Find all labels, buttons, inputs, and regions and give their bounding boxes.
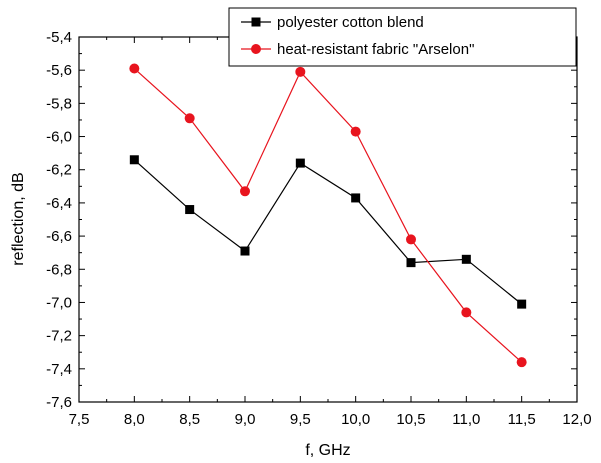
x-tick-label: 10,5 <box>396 411 425 428</box>
axis-ticks <box>78 36 578 403</box>
legend-box <box>228 7 577 67</box>
x-tick-label: 8,5 <box>179 411 200 428</box>
series-line-1 <box>133 68 523 363</box>
series-layer <box>129 63 527 368</box>
y-tick-label: -7,0 <box>46 294 72 311</box>
legend-label-polyester: polyester cotton blend <box>277 14 424 31</box>
x-tick-label: 11,0 <box>452 411 480 428</box>
y-tick-label: -6,6 <box>46 228 72 245</box>
data-point-square <box>351 193 361 203</box>
data-point-circle <box>516 357 527 368</box>
data-point-circle <box>184 113 195 124</box>
data-point-circle <box>406 234 416 245</box>
y-tick-label: -5,8 <box>46 95 72 112</box>
legend: polyester cotton blend heat-resistant fa… <box>228 7 577 67</box>
y-tick-label: -6,2 <box>46 162 72 179</box>
x-tick-label: 7,5 <box>69 411 90 428</box>
data-point-square <box>517 299 527 309</box>
y-tick-label: -7,2 <box>46 328 72 345</box>
data-point-square <box>406 258 416 268</box>
y-tick-label: -7,4 <box>46 361 72 378</box>
data-point-circle <box>461 307 472 318</box>
data-point-circle <box>350 126 361 137</box>
data-point-square <box>185 205 195 215</box>
y-tick-label: -5,6 <box>46 62 72 79</box>
series-line-0 <box>133 159 523 305</box>
y-tick-label: -5,4 <box>46 29 72 46</box>
data-point-square <box>240 246 250 256</box>
legend-marker-arselon <box>251 44 261 54</box>
data-point-square <box>129 155 139 165</box>
tick-labels: 7,5 8,0 8,5 9,0 9,5 10,0 10,5 11,0 11,5 12,0 -5,4 -… <box>46 29 591 428</box>
y-tick-label: -6,0 <box>46 129 72 146</box>
y-tick-label: -6,8 <box>46 261 72 278</box>
x-tick-label: 11,5 <box>508 411 536 428</box>
x-tick-label: 12,0 <box>562 411 591 428</box>
y-tick-label: -7,6 <box>46 394 72 411</box>
x-axis-title: f, GHz <box>305 442 350 459</box>
data-point-circle <box>129 63 140 74</box>
x-tick-label: 9,5 <box>290 411 311 428</box>
x-tick-label: 10,0 <box>341 411 370 428</box>
data-point-circle <box>240 186 250 197</box>
data-point-circle <box>295 66 306 77</box>
legend-label-arselon: heat-resistant fabric "Arselon" <box>277 41 474 58</box>
data-point-square <box>295 158 305 168</box>
plot-frame <box>78 36 578 403</box>
x-tick-label: 8,0 <box>124 411 145 428</box>
y-axis-title: reflection, dB <box>10 172 27 265</box>
y-tick-label: -6,4 <box>46 195 72 212</box>
x-tick-label: 9,0 <box>235 411 256 428</box>
data-point-square <box>461 254 471 264</box>
legend-marker-polyester <box>251 17 261 27</box>
